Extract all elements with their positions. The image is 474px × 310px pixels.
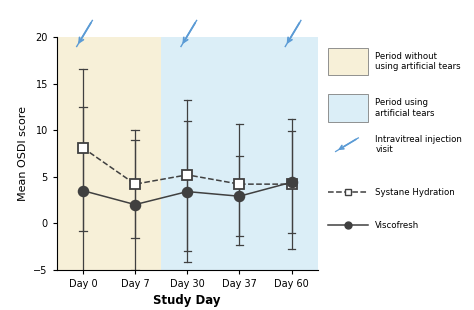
Bar: [161, 37, 318, 270]
FancyBboxPatch shape: [328, 48, 368, 75]
Bar: [57, 37, 161, 270]
Text: Intravitreal injection
visit: Intravitreal injection visit: [375, 135, 462, 154]
Y-axis label: Mean OSDI score: Mean OSDI score: [18, 106, 28, 201]
Text: Period using
artificial tears: Period using artificial tears: [375, 98, 435, 117]
Text: Period without
using artificial tears: Period without using artificial tears: [375, 52, 461, 71]
Text: Viscofresh: Viscofresh: [375, 221, 419, 230]
FancyBboxPatch shape: [328, 94, 368, 122]
X-axis label: Study Day: Study Day: [154, 294, 221, 307]
Text: Systane Hydration: Systane Hydration: [375, 188, 455, 197]
